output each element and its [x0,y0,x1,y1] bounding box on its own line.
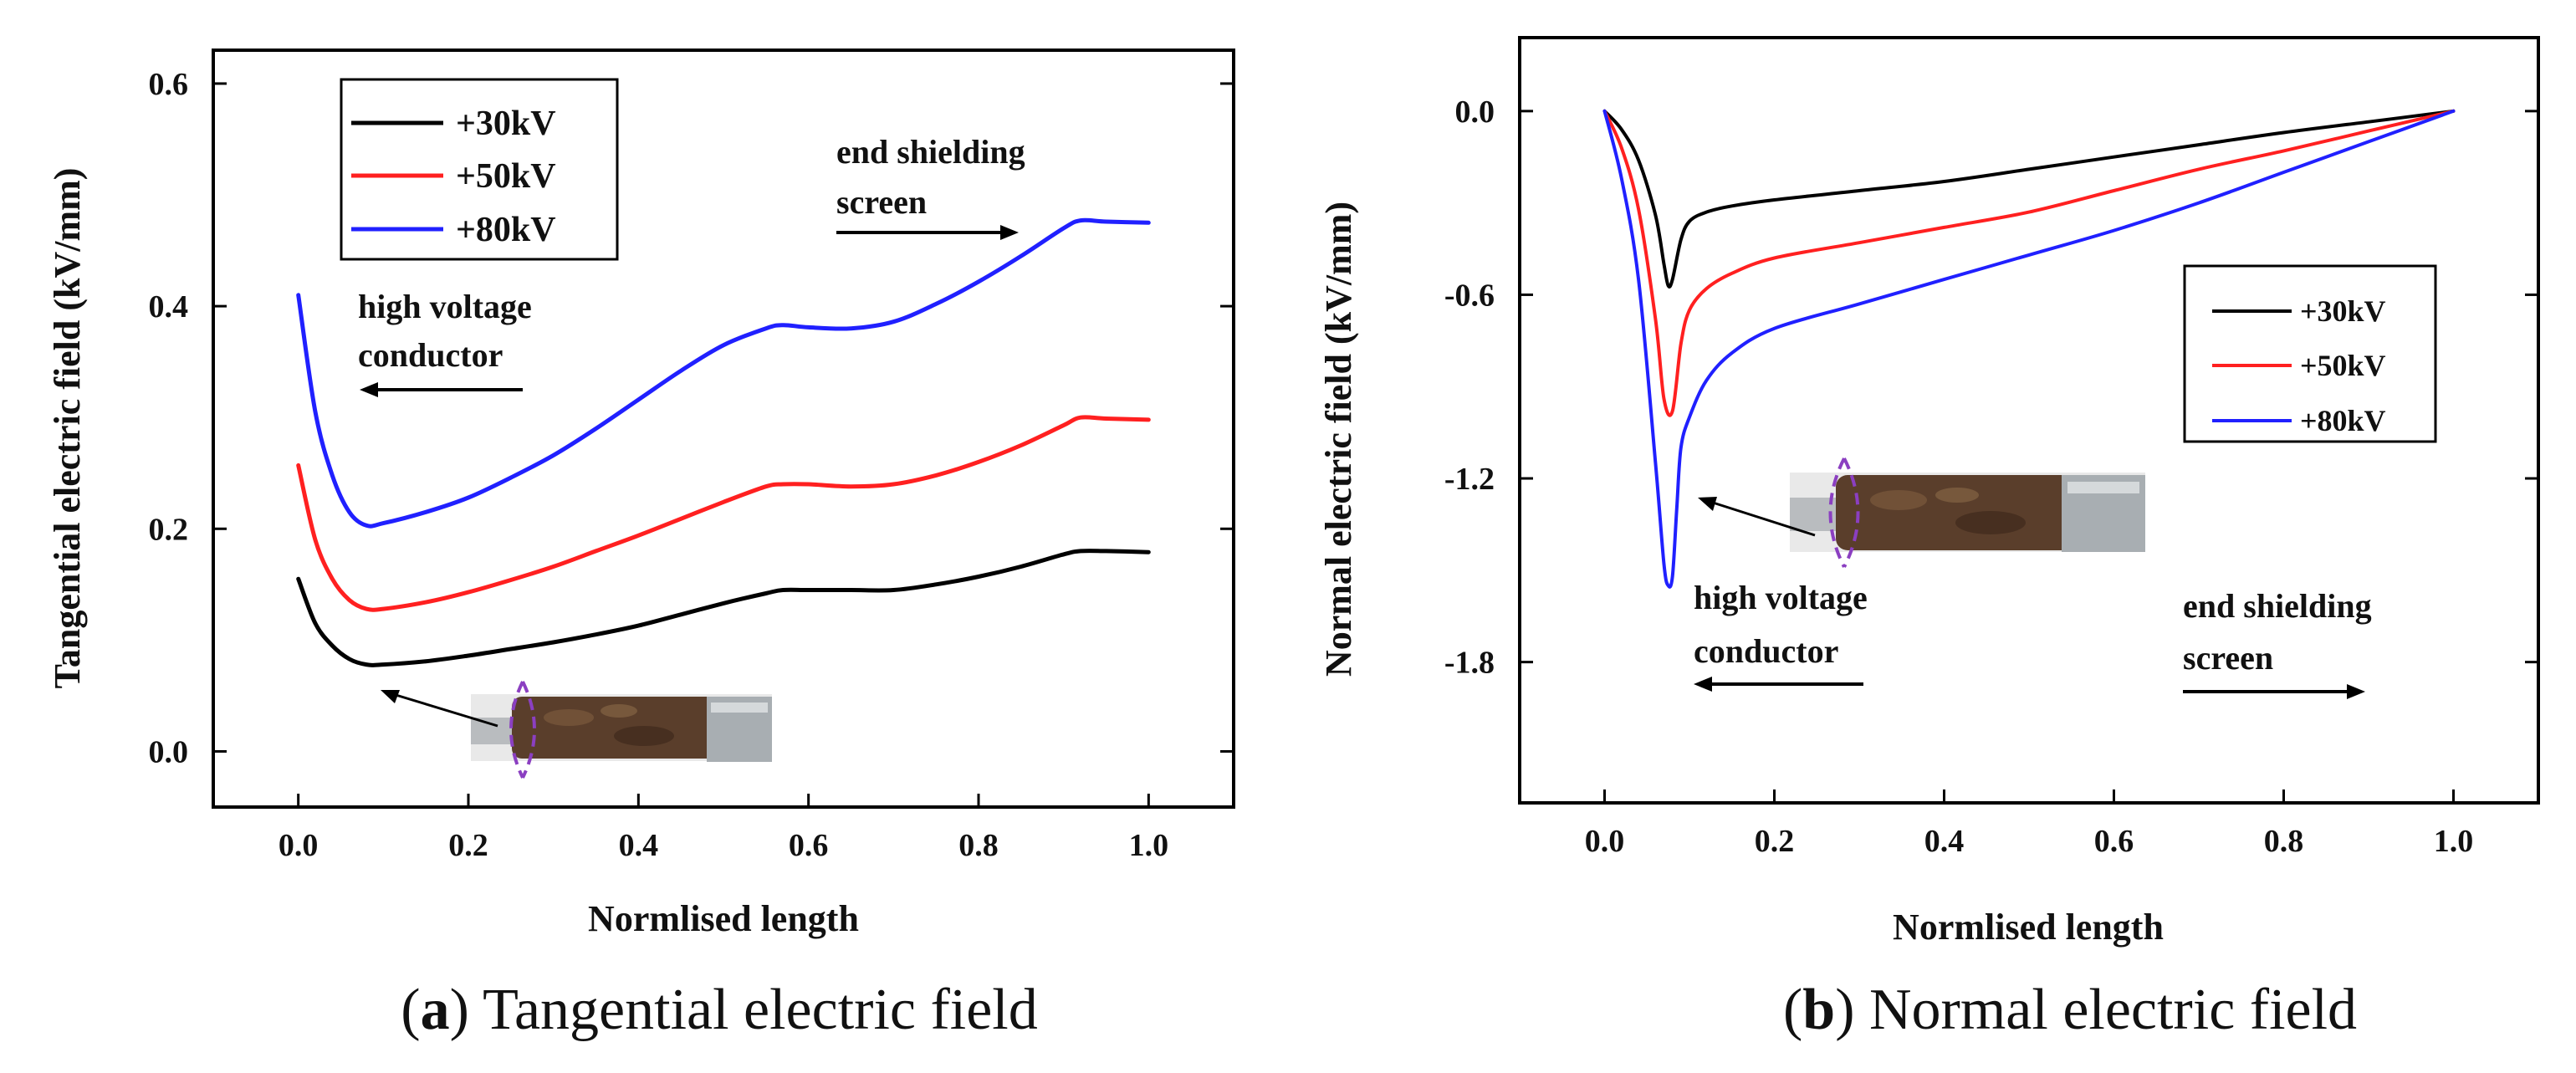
panel-b-series-30kv [1602,109,2456,289]
panel-b-legend: +30kV +50kV +80kV [2183,264,2437,443]
panel-b-xtick-label: 0.0 [1585,824,1625,859]
panel-a-photo-pointer-arrow [381,690,498,728]
panel-b-ytick-label: -0.6 [1444,278,1495,313]
panel-a-ytick-label: 0.0 [149,734,189,769]
panel-b-ytick-label: -1.8 [1444,646,1495,681]
panel-a-ytick-label: 0.2 [149,512,189,547]
panel-b-photo-pointer-arrow [1698,497,1816,537]
panel-a-xtick-label: 0.8 [958,828,999,863]
caption-b-letter: b [1802,978,1835,1042]
panel-a-series-50kv [296,415,1151,612]
panel-b-xlabel: Normlised length [1893,907,2164,948]
panel-a-annot-shield-line1: end shielding [836,133,1025,171]
panel-b-annot-hv-line2: conductor [1694,632,1838,670]
panel-b-ticks: 0.0 0.2 0.4 0.6 0.8 1.0 0.0 -0.6 -1.2 -1.8 [1444,95,2538,859]
panel-a-xtick-label: 0.0 [279,828,319,863]
panel-b-series-80kv [1602,109,2456,589]
caption-a-letter: a [421,978,450,1042]
panel-a-xtick-label: 1.0 [1129,828,1169,863]
panel-b-xtick-label: 1.0 [2434,824,2474,859]
panel-b-ytick-label: -1.2 [1444,462,1495,497]
caption-b-text: Normal electric field [1869,978,2357,1042]
panel-b-series [1602,109,2456,589]
panel-a-series-30kv [296,549,1151,667]
panel-b-normal-chart: 0.0 0.2 0.4 0.6 0.8 1.0 0.0 -0.6 -1.2 -1.8 +30kV … [1318,36,2540,1042]
panel-a-legend: +30kV +50kV +80kV [340,78,619,261]
caption-a: (a) Tangential electric field [401,978,1038,1042]
panel-b-xtick-label: 0.2 [1755,824,1795,859]
legend-a-label-80kv: +80kV [456,211,556,249]
panel-a-xtick-label: 0.2 [448,828,488,863]
panel-b-annot-shield-arrow [2183,684,2365,699]
panel-a-series [296,217,1151,667]
panel-a-ticks: 0.0 0.2 0.4 0.6 0.8 1.0 0.0 0.2 0.4 0.6 [149,67,1234,863]
panel-a-xtick-label: 0.4 [619,828,659,863]
panel-a-series-80kv [296,217,1151,529]
legend-b-label-50kv: +50kV [2300,349,2386,382]
panel-a-ytick-label: 0.4 [149,289,189,324]
panel-a-annot-shield-arrow [836,225,1019,240]
panel-a-conductor-photo [471,681,772,779]
panel-a-plot-frame [212,49,1235,809]
panel-a-tangential-chart: 0.0 0.2 0.4 0.6 0.8 1.0 0.0 0.2 0.4 0.6 +30kV +50… [47,49,1235,1042]
panel-b-xtick-label: 0.6 [2094,824,2134,859]
panel-b-ytick-label: 0.0 [1455,95,1495,130]
panel-b-annot-hv-line1: high voltage [1694,579,1868,616]
caption-b: (b) Normal electric field [1783,978,2357,1042]
panel-a-xlabel: Normlised length [588,898,859,939]
panel-b-conductor-photo [1790,457,2145,568]
panel-b-ylabel: Normal electric field (kV/mm) [1318,202,1359,677]
panel-a-xtick-label: 0.6 [789,828,829,863]
panel-a-annot-hv-arrow [360,382,523,397]
panel-a-annot-hv-line2: conductor [358,336,503,374]
panel-b-annot-hv-arrow [1694,677,1863,692]
panel-b-xtick-label: 0.8 [2264,824,2304,859]
legend-a-label-30kv: +30kV [456,105,556,143]
legend-b-label-80kv: +80kV [2300,404,2386,437]
panel-b-annot-shield-line2: screen [2183,639,2273,677]
panel-a-ytick-label: 0.6 [149,67,189,102]
caption-a-text: Tangential electric field [483,978,1038,1042]
legend-b-label-30kv: +30kV [2300,294,2386,328]
panel-b-plot-frame [1518,36,2540,805]
panel-a-ylabel: Tangential electric field (kV/mm) [47,168,88,689]
panel-b-xtick-label: 0.4 [1924,824,1965,859]
panel-a-annot-shield-line2: screen [836,183,927,221]
panel-b-series-50kv [1602,109,2456,417]
panel-a-annot-hv-line1: high voltage [358,288,532,325]
legend-a-label-50kv: +50kV [456,157,556,196]
panel-b-annot-shield-line1: end shielding [2183,587,2372,625]
